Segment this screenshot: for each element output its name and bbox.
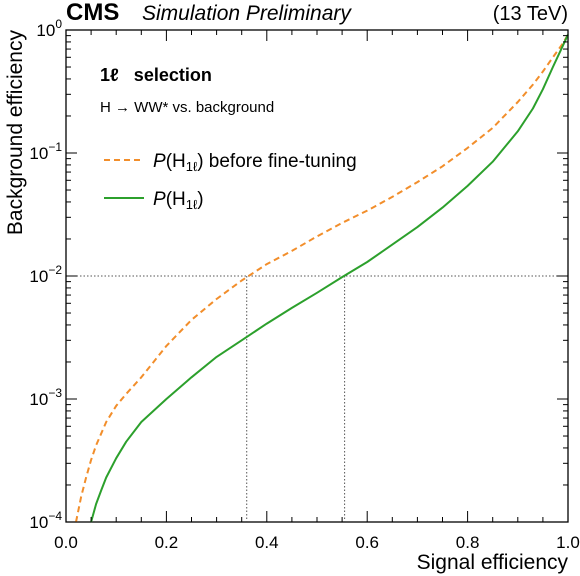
x-tick-label: 1.0	[556, 533, 580, 552]
legend: P(H1ℓ) before fine-tuning P(H1ℓ)	[104, 151, 357, 212]
ticks-layer: 0.0 0.2 0.4 0.6 0.8 1.0 10−4 10−3 10−2 10−1 100	[29, 17, 579, 552]
y-tick-label: 10−1	[29, 140, 62, 163]
process-label: H → WW* vs. background	[100, 99, 274, 116]
x-tick-label: 0.2	[155, 533, 179, 552]
y-tick-label: 100	[36, 17, 62, 40]
series-after-fine-tuning	[90, 34, 569, 523]
energy-label: (13 TeV)	[493, 3, 568, 25]
selection-label: 1ℓ selection	[100, 65, 212, 85]
series-before-fine-tuning	[75, 34, 569, 523]
status-label: Simulation Preliminary	[142, 2, 352, 25]
y-tick-label: 10−3	[29, 386, 62, 409]
y-axis-title: Background efficiency	[4, 30, 27, 236]
y-tick-label: 10−2	[29, 263, 62, 286]
x-tick-label: 0.6	[355, 533, 379, 552]
y-tick-label: 10−4	[29, 509, 62, 532]
x-axis-title: Signal efficiency	[417, 551, 569, 574]
x-tick-label: 0.0	[54, 533, 78, 552]
series-layer	[75, 34, 569, 523]
experiment-label: CMS	[66, 0, 119, 26]
reference-lines	[66, 275, 568, 522]
legend-label-before: P(H1ℓ) before fine-tuning	[153, 151, 357, 174]
x-tick-label: 0.4	[255, 533, 279, 552]
legend-label-after: P(H1ℓ)	[153, 189, 204, 212]
x-tick-label: 0.8	[456, 533, 480, 552]
